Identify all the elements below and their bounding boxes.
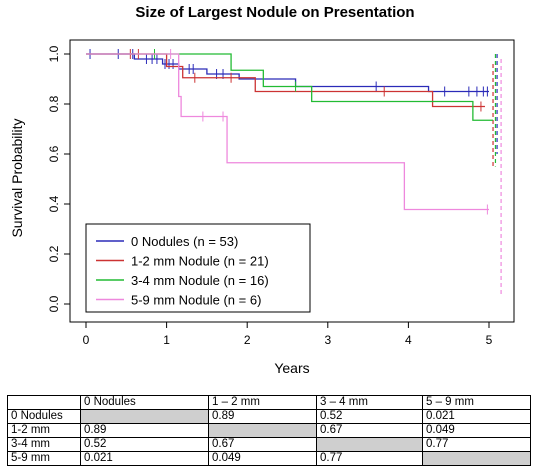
row-header: 5-9 mm xyxy=(7,451,81,466)
x-tick-label: 2 xyxy=(244,333,251,347)
x-tick-label: 5 xyxy=(486,333,493,347)
column-header xyxy=(7,395,81,410)
y-tick-label: 0.2 xyxy=(47,245,61,262)
p-value-cell: 0.021 xyxy=(80,451,209,466)
diagonal-cell xyxy=(316,437,423,452)
y-tick-label: 0.6 xyxy=(47,145,61,162)
p-value-cell: 0.77 xyxy=(422,437,531,452)
row-header: 1-2 mm xyxy=(7,423,81,438)
table-row: 0 Nodules 0.89 0.52 0.021 xyxy=(7,409,531,424)
column-header: 0 Nodules xyxy=(80,395,209,410)
x-tick-label: 1 xyxy=(163,333,170,347)
p-value-cell: 0.52 xyxy=(316,409,423,424)
p-value-cell: 0.77 xyxy=(316,451,423,466)
diagonal-cell xyxy=(80,409,209,424)
chart-title: Size of Largest Nodule on Presentation xyxy=(135,4,415,21)
column-header: 5 – 9 mm xyxy=(422,395,531,410)
legend-label: 3-4 mm Nodule (n = 16) xyxy=(131,273,269,288)
diagonal-cell xyxy=(422,451,531,466)
row-header: 3-4 mm xyxy=(7,437,81,452)
legend-label: 0 Nodules (n = 53) xyxy=(131,234,238,249)
x-tick-label: 4 xyxy=(405,333,412,347)
p-value-cell: 0.89 xyxy=(208,409,317,424)
y-tick-label: 0.4 xyxy=(47,195,61,212)
y-tick-label: 0.8 xyxy=(47,95,61,112)
y-tick-label: 0.0 xyxy=(47,295,61,312)
p-value-cell: 0.89 xyxy=(80,423,209,438)
x-tick-label: 0 xyxy=(83,333,90,347)
km-curve-1 xyxy=(86,53,485,108)
legend: 0 Nodules (n = 53) 1-2 mm Nodule (n = 21)… xyxy=(85,223,311,313)
diagonal-cell xyxy=(208,423,317,438)
p-value-cell: 0.049 xyxy=(208,451,317,466)
legend-label: 1-2 mm Nodule (n = 21) xyxy=(131,254,269,269)
p-value-cell: 0.52 xyxy=(80,437,209,452)
axes: 0 1 2 3 4 5 0.0 0.2 0.4 0.6 0.8 1.0 xyxy=(47,45,493,347)
p-value-cell: 0.049 xyxy=(422,423,531,438)
legend-box xyxy=(85,223,311,313)
legend-label: 5-9 mm Nodule (n = 6) xyxy=(131,293,261,308)
x-tick-label: 3 xyxy=(324,333,331,347)
p-value-cell: 0.67 xyxy=(208,437,317,452)
table-row: 1-2 mm 0.89 0.67 0.049 xyxy=(7,423,531,438)
km-curve-0 xyxy=(86,53,489,93)
column-header: 3 – 4 mm xyxy=(316,395,423,410)
km-curve-3 xyxy=(86,53,489,211)
x-axis-label: Years xyxy=(274,360,309,376)
p-value-cell: 0.67 xyxy=(316,423,423,438)
column-header: 1 – 2 mm xyxy=(208,395,317,410)
row-header: 0 Nodules xyxy=(7,409,81,424)
p-value-table: 0 Nodules 1 – 2 mm 3 – 4 mm 5 – 9 mm 0 Nodul… xyxy=(7,395,531,466)
survival-plot: Years Survival Probability 0 1 2 3 4 50.00.20… xyxy=(9,39,515,376)
table-header-row: 0 Nodules 1 – 2 mm 3 – 4 mm 5 – 9 mm xyxy=(7,395,531,410)
plot-frame xyxy=(69,39,515,323)
series-group xyxy=(86,49,502,294)
table-row: 3-4 mm 0.52 0.67 0.77 xyxy=(7,437,531,452)
p-value-cell: 0.021 xyxy=(422,409,531,424)
y-axis-label: Survival Probability xyxy=(9,118,25,237)
table-row: 5-9 mm 0.021 0.049 0.77 xyxy=(7,451,531,466)
km-curve-2 xyxy=(86,53,494,121)
y-tick-label: 1.0 xyxy=(47,45,61,62)
